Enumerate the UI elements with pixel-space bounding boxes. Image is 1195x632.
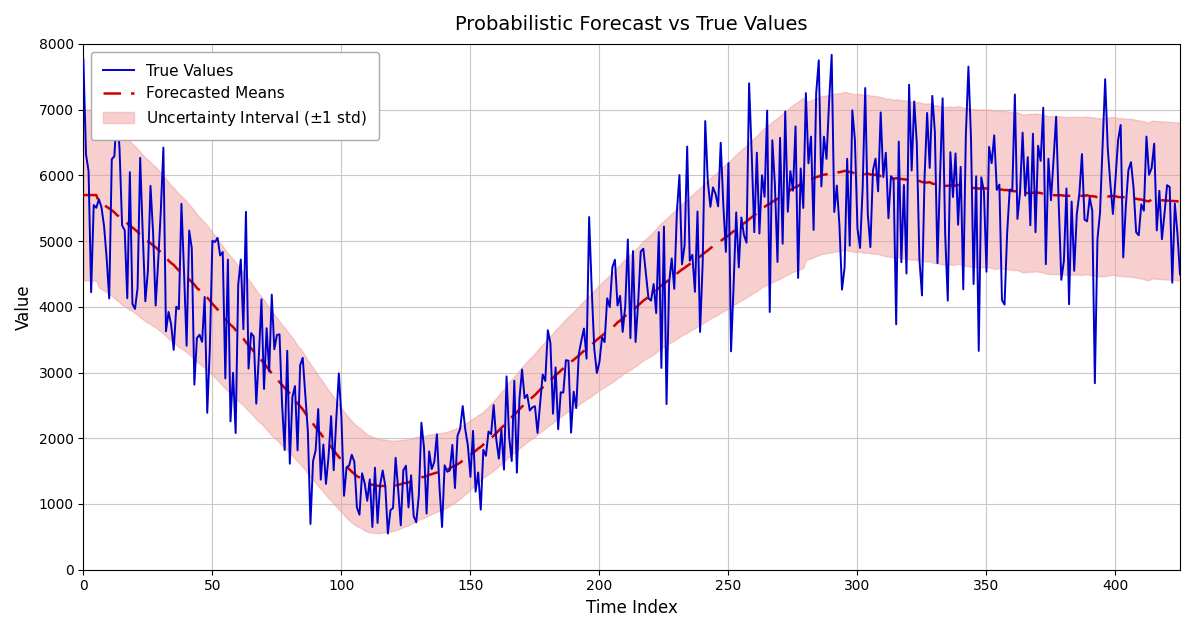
Legend: True Values, Forecasted Means, Uncertainty Interval ($\pm$1 std): True Values, Forecasted Means, Uncertain… (91, 52, 379, 140)
Forecasted Means (1062, 192, 1077, 200)
Forecasted Means (1172, 198, 1187, 205)
Title: Probabilistic Forecast vs True Values: Probabilistic Forecast vs True Values (455, 15, 808, 34)
Forecasted Means (373, 482, 387, 490)
Line: Forecasted Means: Forecasted Means (84, 171, 1179, 486)
True Values (825, 51, 839, 59)
True Values (520, 391, 534, 399)
Forecasted Means (520, 398, 534, 405)
Forecasted Means (838, 167, 852, 174)
True Values (293, 362, 307, 369)
True Values (381, 530, 396, 537)
Forecasted Means (76, 191, 91, 199)
Forecasted Means (179, 273, 194, 281)
X-axis label: Time Index: Time Index (586, 599, 678, 617)
True Values (1172, 270, 1187, 278)
Forecasted Means (293, 403, 307, 410)
True Values (1049, 113, 1064, 121)
Forecasted Means (544, 376, 558, 384)
True Values (179, 342, 194, 349)
True Values (544, 339, 558, 347)
True Values (76, 56, 91, 63)
Y-axis label: Value: Value (16, 284, 33, 330)
True Values (1062, 300, 1077, 308)
Forecasted Means (1049, 191, 1064, 199)
Line: True Values: True Values (84, 55, 1179, 533)
